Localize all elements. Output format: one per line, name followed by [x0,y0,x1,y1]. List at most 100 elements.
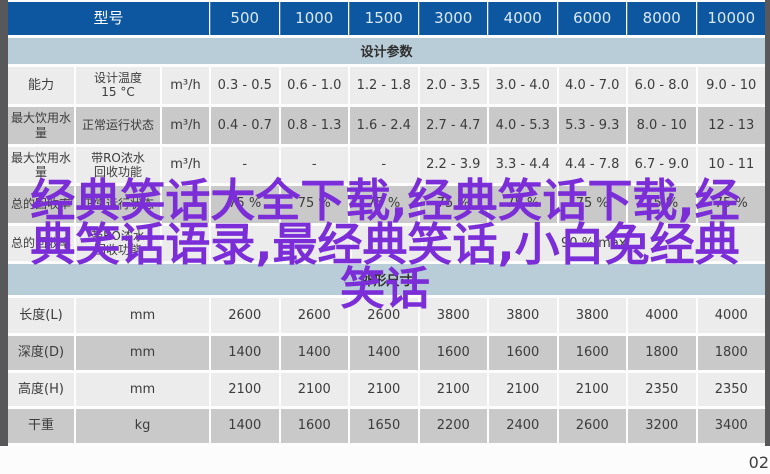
value-cell: 1400 [350,335,418,370]
value-cell: 2.7 - 4.7 [419,107,487,145]
row-label: 最大饮用水量 [8,147,74,183]
model-column-header: 3000 [418,2,487,35]
value-cell [352,225,421,262]
value-cell: 2600 [558,409,626,444]
model-column-header: 8000 [627,2,696,35]
value-cell: - [211,147,279,183]
value-cell: 2100 [280,372,348,407]
value-cell: 1600 [558,335,626,370]
value-cell: 2350 [628,372,696,407]
table-row: 高度(H) mm 2100 2100 2100 2100 2100 2100 2… [8,372,765,407]
left-frame-bar [0,0,8,446]
value-cell: 4.4 - 7.8 [558,147,626,183]
value-cell: 1400 [280,335,348,370]
value-cell: 0.6 - 1.0 [280,66,348,105]
value-cell: 10 - 11 [697,147,765,183]
value-cell: 2.0 - 3.5 [419,66,487,105]
value-cell: 75 % [419,185,487,223]
value-cell: 3200 [628,409,696,444]
value-cell: 3800 [489,298,557,333]
value-cell: 75 % [697,185,765,223]
page-number: 02 [748,453,769,472]
value-cell: 4.0 - 5.3 [489,107,557,145]
value-cell: 1600 [419,335,487,370]
row-unit: mm [76,335,209,370]
value-cell: - [280,147,348,183]
value-cell: - [350,147,418,183]
row-label: 总的回收率 [8,185,74,223]
model-column-header: 10000 [696,2,765,35]
value-cell: 1600 [489,335,557,370]
value-cell: 2100 [211,372,279,407]
value-cell: 75 % [628,185,696,223]
value-cell: 75 % [211,185,279,223]
row-condition: 带RO浓水 回收功能 [76,147,160,183]
value-cell: 1650 [350,409,418,444]
value-cell: 3.0 - 4.0 [489,66,557,105]
footer-band: 02 [0,446,770,474]
value-cell: 75 % [558,185,626,223]
value-cell: 2400 [489,409,557,444]
value-cell: 75 % [350,185,418,223]
value-cell: 4000 [628,298,696,333]
row-unit: m³/h [162,147,209,183]
value-cell: 6.7 - 9.0 [628,147,696,183]
value-cell: 3.3 - 4.4 [489,147,557,183]
value-cell: 8.0 - 10 [628,107,696,145]
value-cell: 1800 [697,335,765,370]
row-unit [162,225,209,262]
row-condition: 带RO浓水 回收功能 [76,225,160,262]
table-row: 能力 设计温度 15 °C m³/h 0.3 - 0.5 0.6 - 1.0 1… [8,66,765,105]
model-column-header: 1500 [349,2,418,35]
value-cell: 6.0 - 8.0 [628,66,696,105]
value-cell: 3800 [558,298,626,333]
row-label: 总的回收率 [8,225,74,262]
value-cell: 1600 [280,409,348,444]
table-row: 长度(L) mm 2600 2600 2600 3800 3800 3800 4… [8,298,765,333]
value-cell: 2100 [558,372,626,407]
value-cell: 1400 [211,335,279,370]
row-label: 高度(H) [8,372,74,407]
model-column-header: 500 [210,2,279,35]
value-cell: 1800 [628,335,696,370]
spec-table: 型号 500 1000 1500 3000 4000 6000 8000 100… [8,0,765,446]
value-cell: 4000 [697,298,765,333]
model-label-cell: 型号 [8,2,209,35]
value-cell: 3400 [697,409,765,444]
value-cell: 5.3 - 9.3 [558,107,626,145]
value-cell: 2600 [211,298,279,333]
row-label: 干重 [8,409,74,444]
value-cell: 2100 [419,372,487,407]
table-row: 干重 kg 1400 1600 1650 2200 2400 2600 3200… [8,409,765,444]
table-row: 最大饮用水量 正常运行状态 m³/h 0.4 - 0.7 0.8 - 1.3 1… [8,107,765,145]
row-label: 最大饮用水量 [8,107,74,145]
value-cell: 2100 [350,372,418,407]
row-condition: 正常运行状态 [76,185,160,223]
row-label: 能力 [8,66,74,105]
value-cell: 0.3 - 0.5 [211,66,279,105]
row-unit: m³/h [162,66,209,105]
row-label: 深度(D) [8,335,74,370]
value-cell: 3800 [419,298,487,333]
value-cell: 1.6 - 2.4 [350,107,418,145]
row-unit: m³/h [162,107,209,145]
table-row: 最大饮用水量 带RO浓水 回收功能 m³/h - - - 2.2 - 3.9 3… [8,147,765,183]
value-cell: 75 % [489,185,557,223]
row-condition: 设计温度 15 °C [76,66,160,105]
value-cell: 12 - 13 [697,107,765,145]
row-unit: kg [76,409,209,444]
value-cell: 2200 [419,409,487,444]
model-column-header: 6000 [557,2,626,35]
value-cell: 1.2 - 1.8 [350,66,418,105]
row-condition: 正常运行状态 [76,107,160,145]
table-header-row: 型号 500 1000 1500 3000 4000 6000 8000 100… [8,2,765,35]
model-column-header: 1000 [279,2,348,35]
value-cell: 9.0 - 10 [697,66,765,105]
row-label: 长度(L) [8,298,74,333]
right-frame-bar [765,0,770,446]
row-unit [162,185,209,223]
value-cell [211,225,280,262]
value-cell: 0.4 - 0.7 [211,107,279,145]
merged-value-cell: 90 % max [422,225,765,262]
